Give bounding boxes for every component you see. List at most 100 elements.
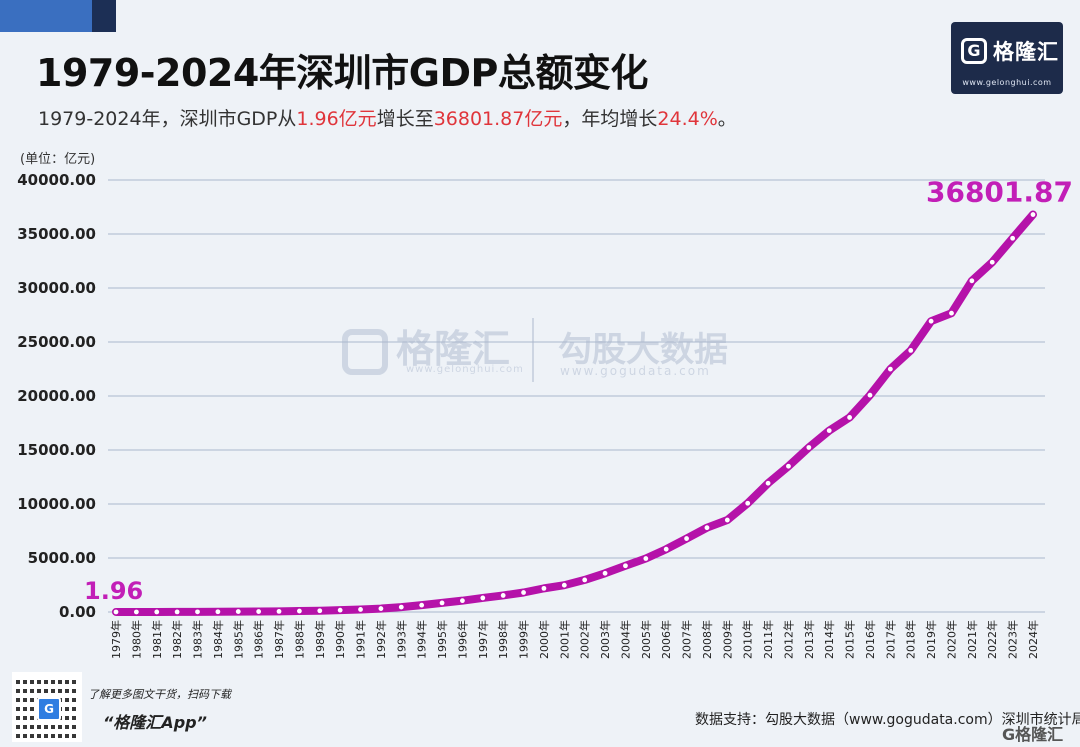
data-point: [154, 609, 160, 615]
x-tick-label: 2003年: [598, 620, 612, 659]
y-tick-label: 25000.00: [17, 333, 96, 351]
data-point: [989, 259, 995, 265]
x-tick-label: 2005年: [639, 620, 653, 659]
data-point: [582, 577, 588, 583]
x-tick-label: 2016年: [863, 620, 877, 659]
x-tick-label: 1990年: [333, 620, 347, 659]
data-point: [949, 310, 954, 316]
data-point: [684, 536, 689, 541]
data-point: [521, 590, 526, 595]
data-point: [1030, 212, 1036, 217]
data-point: [337, 607, 343, 613]
x-tick-label: 2002年: [578, 620, 592, 659]
x-tick-label: 2000年: [537, 620, 551, 659]
y-tick-label: 5000.00: [28, 549, 96, 567]
x-tick-label: 1980年: [129, 620, 143, 659]
data-point: [623, 563, 628, 569]
x-tick-label: 2023年: [1006, 620, 1020, 659]
watermark-brand1: 格隆汇: [396, 327, 511, 371]
x-tick-label: 2017年: [883, 620, 897, 659]
x-axis-ticks: 1979年 1980年 1981年 1982年 1983年 1984年 1985年 1986年…: [109, 620, 1040, 659]
x-tick-label: 1989年: [313, 620, 327, 659]
logo-url: www.gelonghui.com: [962, 78, 1052, 87]
annotations: 1.96 36801.87: [84, 176, 1073, 605]
corner-logo: G格隆汇: [1002, 725, 1064, 744]
x-tick-label: 1995年: [435, 620, 449, 659]
x-tick-label: 1982年: [170, 620, 184, 659]
logo-g-icon: G: [961, 38, 987, 64]
x-tick-label: 2019年: [924, 620, 938, 659]
x-tick-label: 1983年: [191, 620, 205, 659]
x-tick-label: 1993年: [394, 620, 408, 659]
end-value-label: 36801.87: [926, 176, 1073, 209]
data-point: [113, 609, 119, 615]
brand-logo: G 格隆汇 www.gelonghui.com: [951, 22, 1063, 94]
x-tick-label: 2009年: [720, 620, 734, 659]
top-accent-bar: [0, 0, 116, 32]
data-point: [256, 609, 262, 614]
logo-name: 格隆汇: [993, 40, 1059, 64]
y-tick-label: 20000.00: [17, 387, 96, 405]
x-tick-label: 2022年: [985, 620, 999, 659]
x-tick-label: 1981年: [150, 620, 164, 659]
x-tick-label: 2018年: [904, 620, 918, 659]
data-point: [500, 593, 506, 598]
footer-tip: 了解更多图文干货，扫码下载: [88, 688, 231, 701]
x-tick-label: 1992年: [374, 620, 388, 659]
data-point: [867, 392, 873, 398]
data-point: [1010, 235, 1016, 241]
watermark-brand1-url: www.gelonghui.com: [406, 364, 524, 375]
x-tick-label: 2007年: [680, 620, 694, 659]
x-tick-label: 2010年: [741, 620, 755, 659]
x-tick-label: 1997年: [476, 620, 490, 659]
series-points: [113, 212, 1036, 615]
chart-subtitle: 1979-2024年，深圳市GDP从1.96亿元增长至36801.87亿元，年均…: [38, 104, 737, 131]
watermark-brand2-url: www.gogudata.com: [560, 364, 711, 378]
x-tick-label: 2006年: [659, 620, 673, 659]
subtitle-part: 增长至: [376, 108, 434, 130]
subtitle-part: 。: [717, 108, 737, 130]
data-point: [215, 609, 221, 615]
data-point: [460, 598, 465, 604]
x-tick-label: 2013年: [802, 620, 816, 659]
x-tick-label: 2008年: [700, 620, 714, 659]
x-tick-label: 1996年: [455, 620, 469, 659]
x-tick-label: 2001年: [557, 620, 571, 659]
data-point: [908, 348, 914, 353]
x-tick-label: 1999年: [517, 620, 531, 659]
start-value-label: 1.96: [84, 577, 143, 605]
data-point: [358, 607, 363, 612]
subtitle-part: ，年均增长: [562, 108, 658, 130]
x-tick-label: 2020年: [944, 620, 958, 659]
footer-app-name: “格隆汇App”: [103, 713, 207, 732]
x-tick-label: 1979年: [109, 620, 123, 659]
x-tick-label: 1988年: [292, 620, 306, 659]
subtitle-end-value: 36801.87亿元: [433, 108, 563, 130]
y-axis-ticks: 0.00 5000.00 10000.00 15000.00 20000.00 25000…: [17, 171, 96, 621]
x-tick-label: 2015年: [843, 620, 857, 659]
data-point: [602, 570, 608, 576]
data-point: [378, 606, 384, 611]
x-tick-label: 1986年: [252, 620, 266, 659]
data-point: [195, 609, 200, 615]
chart-title: 1979-2024年深圳市GDP总额变化: [36, 51, 648, 95]
data-point: [847, 415, 852, 420]
x-tick-label: 1984年: [211, 620, 225, 659]
data-point: [704, 525, 710, 531]
data-point: [928, 318, 934, 324]
data-point: [724, 517, 730, 523]
x-tick-label: 1998年: [496, 620, 510, 659]
subtitle-part: 1979-2024年，深圳市GDP从: [38, 108, 297, 130]
y-tick-label: 15000.00: [17, 441, 96, 459]
watermark-divider: [532, 318, 534, 382]
data-point: [786, 463, 791, 469]
data-point: [745, 500, 751, 506]
y-tick-label: 0.00: [59, 603, 96, 621]
watermark-g-icon: [342, 328, 388, 375]
subtitle-growth-rate: 24.4%: [657, 108, 718, 130]
data-point: [887, 366, 893, 372]
data-source: 数据支持：勾股大数据（www.gogudata.com）深圳市统计局: [695, 712, 1080, 728]
x-tick-label: 1985年: [231, 620, 245, 659]
y-tick-label: 30000.00: [17, 279, 96, 297]
data-point: [297, 608, 302, 614]
